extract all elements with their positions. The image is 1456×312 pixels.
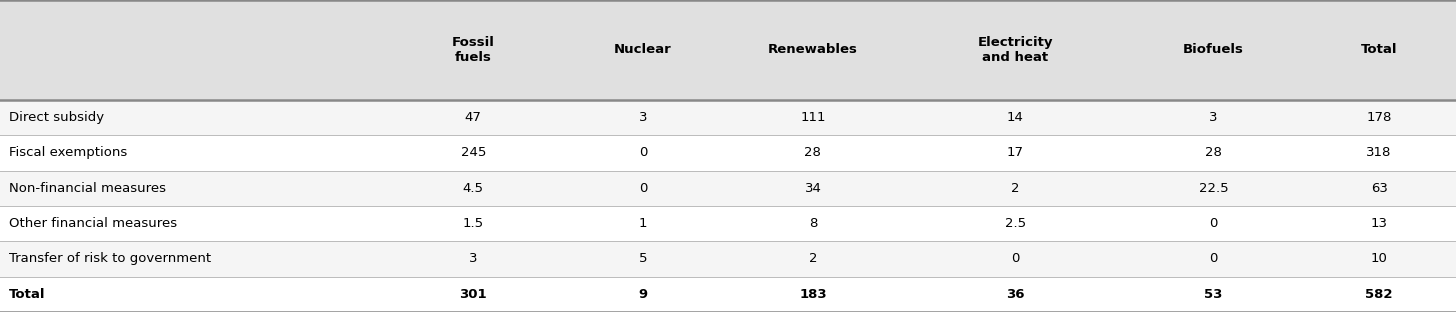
Text: 0: 0 xyxy=(639,182,648,195)
Text: Other financial measures: Other financial measures xyxy=(9,217,176,230)
Text: 0: 0 xyxy=(1010,252,1019,266)
Text: Total: Total xyxy=(9,288,45,301)
Text: 47: 47 xyxy=(464,111,482,124)
Text: Electricity
and heat: Electricity and heat xyxy=(977,36,1053,64)
Text: 582: 582 xyxy=(1366,288,1393,301)
Text: 318: 318 xyxy=(1367,146,1392,159)
Text: 301: 301 xyxy=(460,288,486,301)
Text: Total: Total xyxy=(1361,43,1398,56)
Text: 36: 36 xyxy=(1006,288,1025,301)
Text: 2.5: 2.5 xyxy=(1005,217,1025,230)
Text: 178: 178 xyxy=(1367,111,1392,124)
Text: 14: 14 xyxy=(1006,111,1024,124)
Text: Biofuels: Biofuels xyxy=(1182,43,1243,56)
Text: Non-financial measures: Non-financial measures xyxy=(9,182,166,195)
Text: 0: 0 xyxy=(1208,217,1217,230)
Text: 34: 34 xyxy=(805,182,821,195)
Text: 17: 17 xyxy=(1006,146,1024,159)
Text: Renewables: Renewables xyxy=(767,43,858,56)
Text: 9: 9 xyxy=(639,288,648,301)
Text: 3: 3 xyxy=(639,111,648,124)
Text: 0: 0 xyxy=(1208,252,1217,266)
Text: Nuclear: Nuclear xyxy=(614,43,671,56)
Text: 22.5: 22.5 xyxy=(1198,182,1229,195)
Text: Fiscal exemptions: Fiscal exemptions xyxy=(9,146,127,159)
Text: 2: 2 xyxy=(1010,182,1019,195)
Text: 0: 0 xyxy=(639,146,648,159)
Bar xyxy=(0,100,1456,135)
Text: 5: 5 xyxy=(639,252,648,266)
Text: 183: 183 xyxy=(799,288,827,301)
Bar xyxy=(0,206,1456,241)
Bar xyxy=(0,135,1456,171)
Text: Direct subsidy: Direct subsidy xyxy=(9,111,103,124)
Bar xyxy=(0,171,1456,206)
Text: 245: 245 xyxy=(460,146,486,159)
Bar xyxy=(0,241,1456,277)
Text: 3: 3 xyxy=(1208,111,1217,124)
Text: 63: 63 xyxy=(1370,182,1388,195)
Bar xyxy=(0,277,1456,312)
Text: 8: 8 xyxy=(808,217,817,230)
Text: 28: 28 xyxy=(1206,146,1222,159)
Text: 13: 13 xyxy=(1370,217,1388,230)
Text: 28: 28 xyxy=(805,146,821,159)
Text: 2: 2 xyxy=(808,252,817,266)
Text: 10: 10 xyxy=(1370,252,1388,266)
Text: Fossil
fuels: Fossil fuels xyxy=(451,36,495,64)
Text: Transfer of risk to government: Transfer of risk to government xyxy=(9,252,211,266)
Text: 53: 53 xyxy=(1204,288,1223,301)
Text: 4.5: 4.5 xyxy=(463,182,483,195)
Text: 111: 111 xyxy=(801,111,826,124)
Text: 1: 1 xyxy=(639,217,648,230)
Text: 3: 3 xyxy=(469,252,478,266)
Text: 1.5: 1.5 xyxy=(463,217,483,230)
Bar xyxy=(0,0,1456,100)
